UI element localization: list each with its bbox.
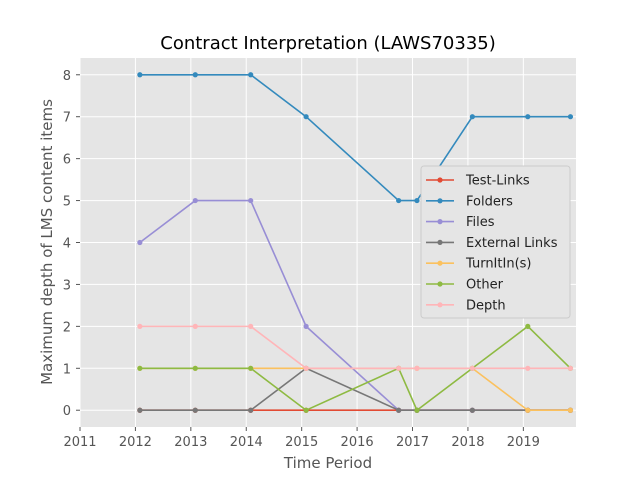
- data-point-folders: [248, 72, 254, 78]
- legend-item-turnitin-s: TurnItIn(s): [426, 257, 531, 272]
- data-point-folders: [137, 72, 143, 78]
- legend-swatch-marker: [437, 177, 443, 183]
- y-tick-label: 2: [63, 320, 71, 335]
- y-axis-label: Maximum depth of LMS content items: [38, 99, 56, 385]
- x-tick-label: 2011: [63, 435, 96, 450]
- data-point-depth: [396, 365, 402, 371]
- legend: Test-Links Folders Files External Links Turn…: [420, 165, 571, 319]
- data-point-files: [192, 197, 198, 204]
- data-point-other: [192, 365, 198, 371]
- data-point-other: [303, 407, 309, 413]
- legend-box: [420, 165, 571, 319]
- legend-label: Depth: [466, 298, 506, 313]
- data-point-depth: [137, 323, 143, 329]
- y-tick-label: 7: [63, 111, 71, 126]
- data-point-other: [525, 323, 531, 329]
- data-point-external-links: [469, 407, 475, 413]
- series-depth: [137, 323, 574, 371]
- x-tick-label: 2017: [396, 435, 429, 450]
- legend-label: Other: [466, 278, 504, 293]
- x-axis-label: Time Period: [283, 454, 372, 472]
- legend-label: Files: [466, 215, 495, 230]
- legend-swatch-marker: [437, 198, 443, 204]
- data-point-folders: [525, 114, 531, 120]
- y-tick-label: 8: [63, 69, 71, 84]
- x-tick-label: 2016: [341, 435, 374, 450]
- x-tick-label: 2013: [174, 435, 207, 450]
- legend-item-folders: Folders: [426, 194, 513, 209]
- legend-swatch-marker: [437, 239, 443, 245]
- y-tick-label: 4: [63, 237, 71, 252]
- legend-item-test-links: Test-Links: [426, 174, 530, 189]
- data-point-depth: [192, 323, 198, 329]
- x-tick-label: 2014: [230, 435, 263, 450]
- y-tick-label: 3: [63, 278, 71, 293]
- legend-item-files: Files: [426, 215, 495, 230]
- data-point-depth: [469, 365, 475, 371]
- chart-title: Contract Interpretation (LAWS70335): [160, 33, 496, 54]
- legend-swatch-marker: [437, 281, 443, 287]
- y-tick-label: 1: [63, 362, 71, 377]
- data-point-turnitin-s: [525, 407, 531, 413]
- data-point-depth: [567, 365, 574, 371]
- data-point-folders: [469, 114, 475, 120]
- legend-label: Folders: [466, 194, 513, 209]
- legend-label: External Links: [466, 236, 558, 251]
- data-point-external-links: [192, 407, 198, 413]
- data-point-depth: [303, 365, 309, 371]
- data-point-depth: [525, 365, 531, 371]
- data-point-folders: [396, 197, 402, 204]
- x-axis-ticks: 2011 2012 2013 2014 2015 2016 2017 2018 2019: [63, 427, 540, 450]
- legend-swatch-marker: [437, 219, 443, 225]
- y-tick-label: 6: [63, 153, 71, 168]
- series-folders: [137, 72, 574, 204]
- data-point-files: [248, 197, 254, 204]
- y-axis-ticks: 0 1 2 3 4 5 6 7 8: [63, 69, 80, 419]
- data-point-files: [303, 323, 309, 329]
- data-point-other: [137, 365, 143, 371]
- data-point-depth: [414, 365, 420, 371]
- data-point-folders: [567, 114, 574, 120]
- x-tick-label: 2019: [507, 435, 540, 450]
- y-tick-label: 5: [63, 195, 71, 210]
- data-point-depth: [248, 323, 254, 329]
- data-point-folders: [192, 72, 198, 78]
- data-point-files: [137, 239, 143, 246]
- x-tick-label: 2018: [451, 435, 484, 450]
- data-point-external-links: [396, 407, 402, 413]
- legend-swatch-marker: [437, 260, 443, 266]
- data-point-other: [248, 365, 254, 371]
- legend-label: Test-Links: [465, 174, 530, 189]
- data-point-external-links: [137, 407, 143, 413]
- data-point-folders: [303, 114, 309, 120]
- legend-swatch-marker: [437, 302, 443, 308]
- legend-item-other: Other: [426, 278, 504, 293]
- data-point-folders: [414, 197, 420, 204]
- data-point-external-links: [248, 407, 254, 413]
- legend-label: TurnItIn(s): [465, 257, 531, 272]
- legend-item-external-links: External Links: [426, 236, 558, 251]
- y-tick-label: 0: [63, 404, 71, 419]
- x-tick-label: 2015: [285, 435, 318, 450]
- legend-item-depth: Depth: [426, 298, 506, 313]
- data-point-other: [414, 407, 420, 413]
- data-point-turnitin-s: [567, 407, 574, 413]
- x-tick-label: 2012: [119, 435, 152, 450]
- series-group: [137, 72, 574, 413]
